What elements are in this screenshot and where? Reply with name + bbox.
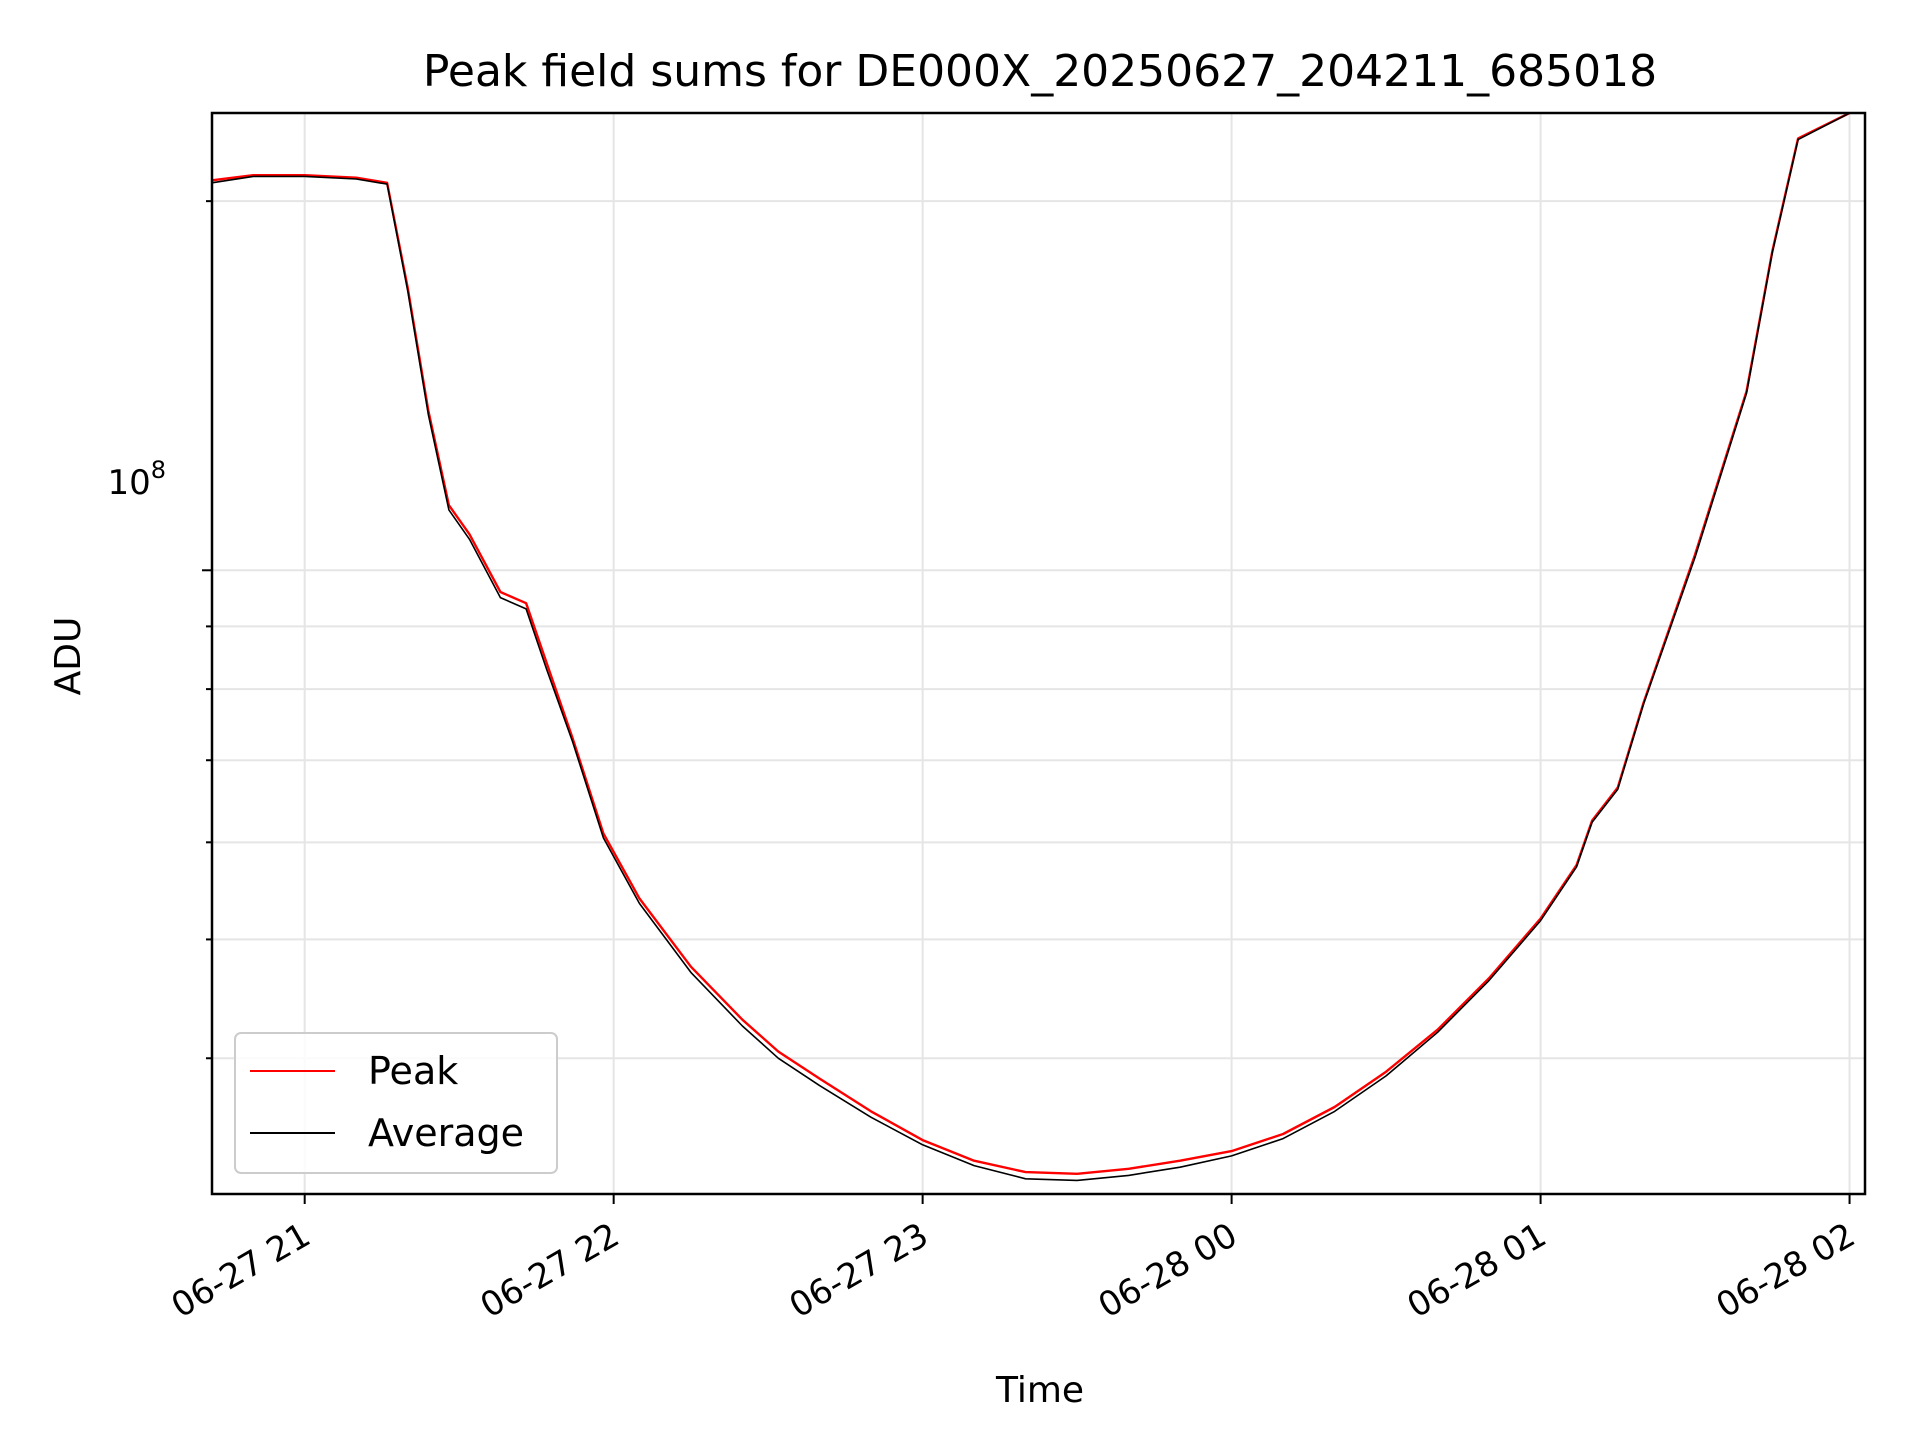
series-line-average [211, 112, 1850, 1182]
legend-box [234, 1032, 558, 1174]
y-tick-label-1e8: 108 [107, 456, 166, 503]
grid-lines [212, 113, 1865, 1194]
x-axis-label: Time [995, 1370, 1084, 1411]
y-tick-base: 10 [107, 463, 150, 503]
legend-label-average: Average [368, 1111, 524, 1155]
y-axis-label: ADU [48, 617, 89, 696]
series-line-peak [211, 111, 1851, 1176]
legend-label-peak: Peak [368, 1049, 458, 1093]
chart-title: Peak field sums for DE000X_20250627_2042… [423, 46, 1657, 97]
plot-area-frame [210, 111, 1867, 1196]
legend: Peak Average [234, 1032, 558, 1174]
svg-text:108: 108 [107, 456, 166, 503]
series-lines [211, 111, 1851, 1182]
y-tick-exponent: 8 [151, 456, 166, 484]
